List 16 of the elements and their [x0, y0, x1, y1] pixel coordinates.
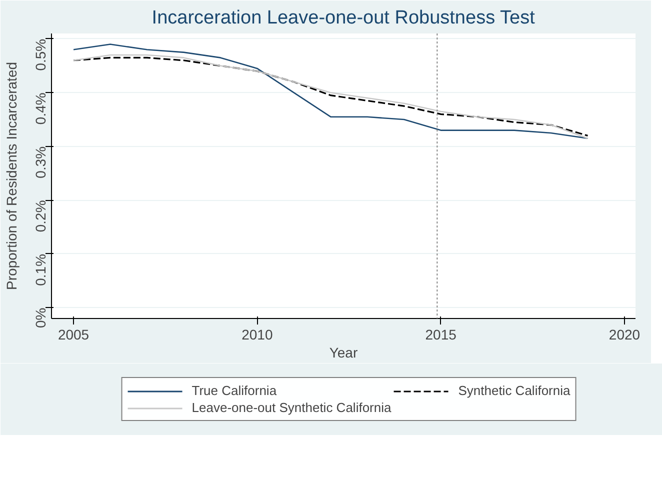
y-tick-label: 0.5% [32, 38, 48, 71]
y-tick-label: 0.1% [32, 254, 48, 286]
y-tick-label: 0% [32, 308, 48, 328]
x-tick-label: 2020 [608, 326, 640, 342]
x-axis-title: Year [329, 344, 358, 360]
y-tick-label: 0.2% [32, 200, 48, 232]
legend-label: True California [192, 383, 277, 398]
y-tick-label: 0.3% [32, 146, 48, 178]
x-tick-label: 2015 [425, 326, 457, 342]
legend-label: Leave-one-out Synthetic California [192, 400, 392, 415]
y-tick-label: 0.4% [32, 92, 48, 125]
x-tick-label: 2010 [242, 326, 273, 342]
chart-title: Incarceration Leave-one-out Robustness Test [152, 8, 536, 28]
y-axis-title: Proportion of Residents Incarcerated [4, 62, 20, 290]
x-tick-label: 2005 [58, 326, 90, 342]
legend-label: Synthetic California [458, 383, 570, 398]
